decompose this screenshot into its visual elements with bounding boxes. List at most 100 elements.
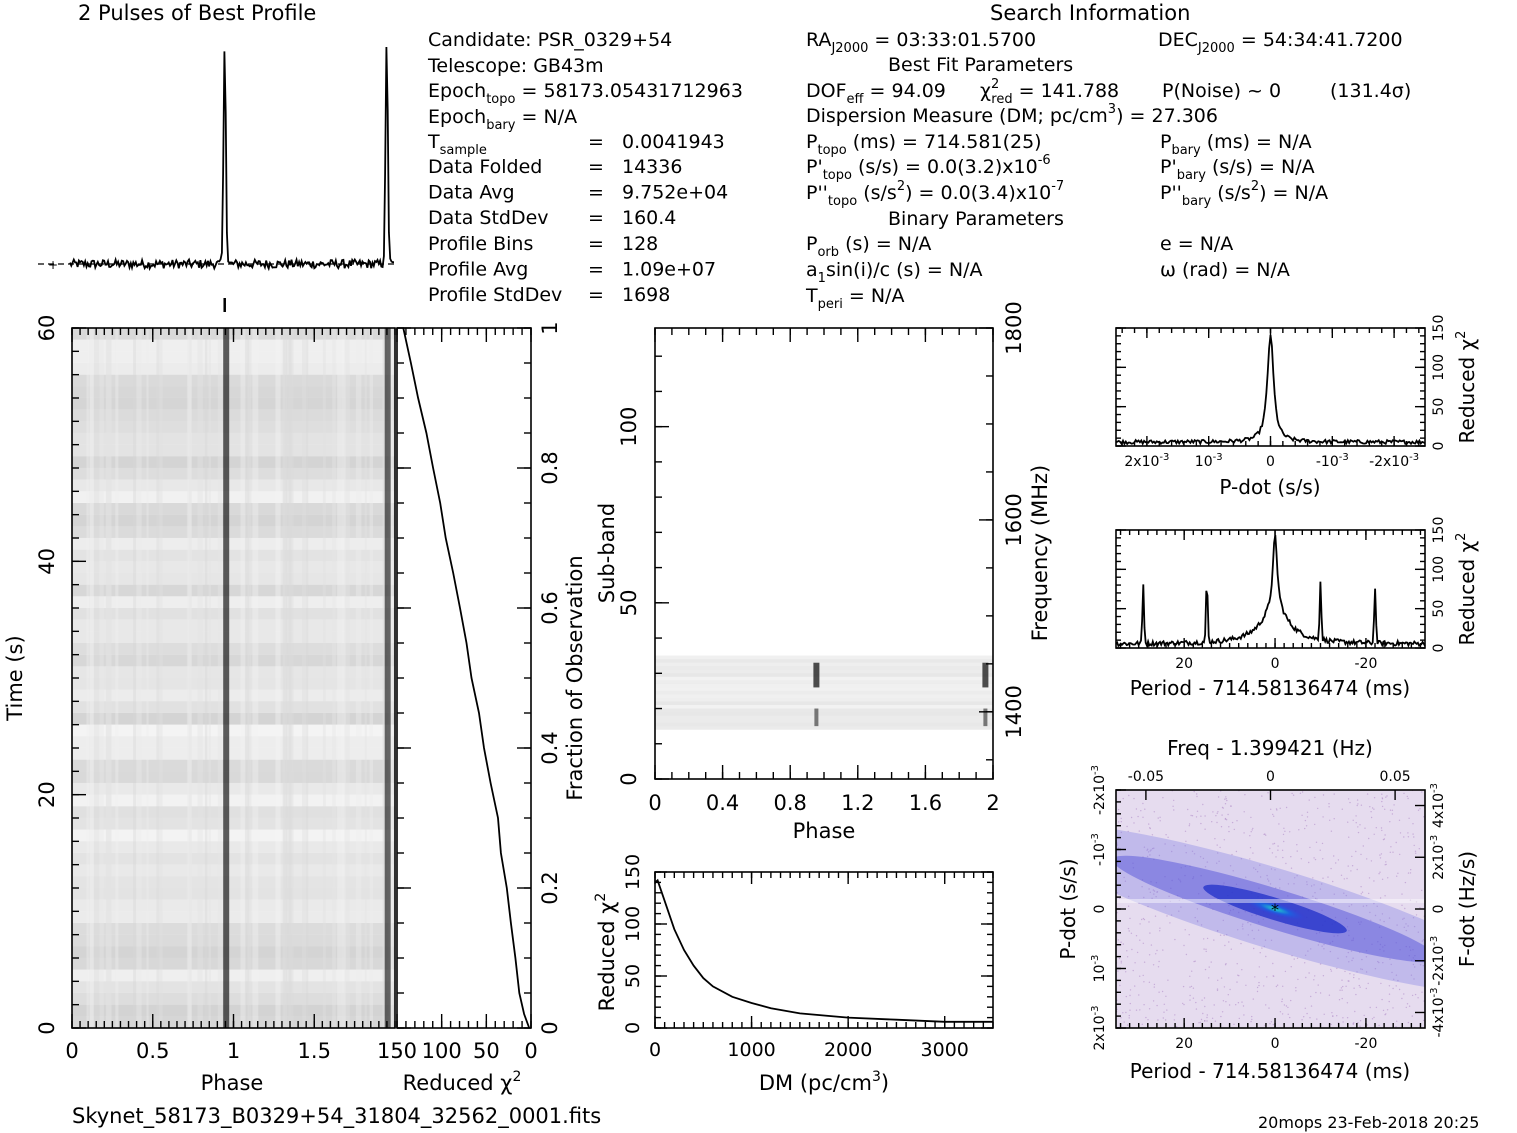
ppdot-speckle (1360, 968, 1362, 970)
y-tick-label: 20 (35, 781, 59, 808)
ppdot-speckle (1214, 1020, 1217, 1022)
ppdot-speckle (1175, 1026, 1178, 1028)
phase-column (388, 328, 394, 1028)
ppdot-speckle (1350, 950, 1353, 952)
ppdot-speckle (1322, 858, 1324, 860)
ppdot-speckle (1302, 901, 1305, 903)
ppdot-speckle (1293, 883, 1295, 885)
y-tick-label: 0 (538, 1021, 562, 1034)
ppdot-speckle (1139, 923, 1141, 925)
ppdot-speckle (1194, 916, 1196, 919)
ppdot-speckle (1191, 850, 1194, 852)
ppdot-speckle (1365, 971, 1368, 973)
ppdot-speckle (1141, 886, 1143, 888)
ra-label: RA (806, 29, 831, 51)
ppdot-speckle (1409, 899, 1412, 901)
ppdot-speckle (1223, 839, 1226, 841)
ppdot-speckle (1399, 853, 1401, 856)
subband-row (655, 705, 993, 709)
top-axis-label: Freq - 1.399421 (Hz) (1167, 736, 1373, 760)
phase-column (208, 328, 211, 1028)
phase-column (306, 328, 309, 1028)
subint-row (72, 748, 395, 760)
ppdot-speckle (1134, 985, 1136, 987)
ppdot-speckle (1414, 850, 1417, 852)
x-axis-label: Period - 714.58136474 (ms) (1130, 1059, 1411, 1083)
ppdot-speckle (1120, 1017, 1122, 1019)
ppdot-speckle (1379, 854, 1381, 856)
ppdot-speckle (1155, 896, 1157, 898)
ppdot-speckle (1120, 962, 1123, 964)
ppdot-speckle (1365, 987, 1368, 990)
ppdot-speckle (1283, 840, 1285, 843)
ppdot-speckle (1381, 798, 1384, 800)
ppdot-speckle (1337, 859, 1340, 861)
phase-column (282, 328, 286, 1028)
ppdot-speckle (1143, 846, 1146, 848)
ppdot-speckle (1268, 880, 1270, 882)
ppdot-speckle (1314, 823, 1316, 826)
ppdot-speckle (1208, 977, 1210, 979)
info-row-label: Profile Bins (428, 233, 533, 255)
phase-column (369, 328, 373, 1028)
ppdot-speckle (1405, 945, 1408, 948)
info-row-value: 9.752e+04 (622, 182, 728, 204)
ppdot-speckle (1321, 842, 1324, 845)
y-axis-label: Reduced χ2 (1454, 331, 1479, 444)
ppdot-speckle (1191, 815, 1194, 817)
ppdot-speckle (1397, 872, 1399, 874)
ppdot-speckle (1191, 970, 1193, 972)
pulse-stripe (223, 328, 230, 1028)
ppdot-speckle (1192, 987, 1195, 989)
ppdot-speckle (1216, 930, 1219, 932)
ppdot-speckle (1192, 876, 1195, 878)
x-tick-label: 2000 (824, 1039, 872, 1061)
ppdot-speckle (1273, 842, 1276, 845)
ppdot-speckle (1128, 895, 1130, 898)
pd-bary-line: P'bary (s/s) = N/A (1160, 156, 1315, 183)
ppdot-speckle (1313, 857, 1315, 859)
epoch-topo-label: Epoch (428, 80, 486, 102)
ppdot-speckle (1264, 833, 1266, 835)
ppdot-speckle (1211, 821, 1213, 823)
ppdot-speckle (1319, 963, 1322, 965)
ppdot-speckle (1405, 923, 1407, 925)
ppdot-speckle (1279, 887, 1281, 889)
subint-row (72, 666, 395, 678)
ppdot-speckle (1275, 887, 1277, 889)
subint-row (72, 363, 395, 375)
ppdot-speckle (1238, 1017, 1241, 1020)
ppdot-speckle (1317, 984, 1319, 986)
period-frame (1115, 529, 1426, 649)
ppdot-speckle (1336, 1015, 1338, 1017)
subint-row (72, 479, 395, 492)
ppdot-speckle (1225, 798, 1227, 800)
ppdot-speckle (1341, 989, 1343, 991)
subint-row (72, 584, 395, 597)
ppdot-speckle (1287, 1006, 1289, 1009)
ppdot-speckle (1407, 1021, 1410, 1024)
ppdot-speckle (1352, 937, 1355, 939)
ppdot-speckle (1262, 918, 1265, 920)
subint-row (72, 678, 395, 690)
t-sample-value: 0.0041943 (622, 131, 725, 153)
dec-line: DECJ2000 = 54:34:41.7200 (1158, 29, 1403, 56)
ppdot-speckle (1216, 898, 1219, 901)
pd-topo-value: (s/s) = 0.0(3.2)x10 (852, 156, 1038, 178)
ppdot-speckle (1151, 897, 1153, 899)
ppdot-speckle (1314, 796, 1316, 799)
ppdot-speckle (1236, 981, 1238, 983)
best-fit-marker: * (1271, 900, 1279, 919)
ppdot-speckle (1409, 872, 1412, 874)
ppdot-speckle (1371, 943, 1373, 945)
ppdot-speckle (1178, 899, 1181, 901)
ppdot-speckle (1413, 844, 1415, 847)
ppdot-speckle (1392, 987, 1394, 990)
ppdot-speckle (1407, 832, 1409, 834)
pd-bary-sub: bary (1177, 168, 1207, 183)
ppdot-speckle (1370, 860, 1373, 862)
ppdot-speckle (1403, 917, 1405, 919)
ppdot-speckle (1417, 931, 1420, 933)
ppdot-speckle (1296, 929, 1299, 931)
ppdot-speckle (1384, 895, 1386, 897)
